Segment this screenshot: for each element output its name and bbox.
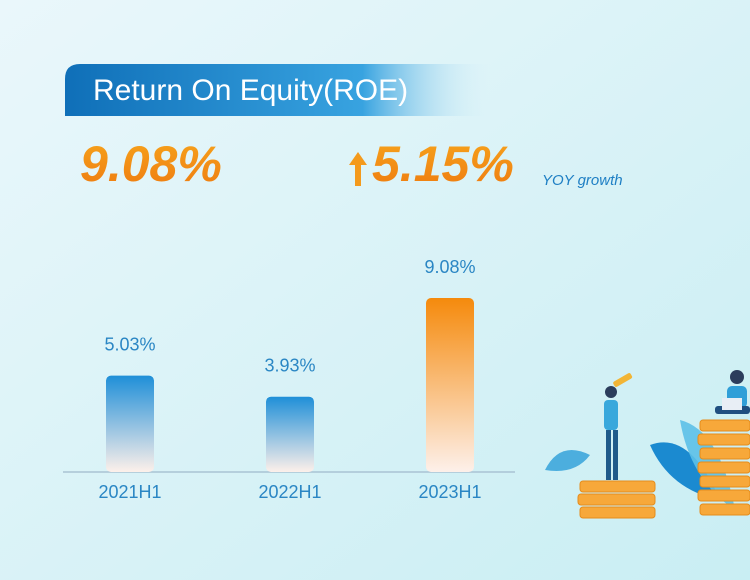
bar bbox=[426, 298, 474, 472]
bar bbox=[266, 396, 314, 472]
title-banner bbox=[65, 64, 490, 116]
up-arrow bbox=[349, 152, 367, 186]
value-label: 9.08% bbox=[424, 257, 475, 277]
growth-value: 5.15% bbox=[372, 136, 514, 192]
x-tick-label: 2021H1 bbox=[98, 482, 161, 502]
value-label: 3.93% bbox=[264, 355, 315, 375]
headline-value: 9.08% bbox=[80, 136, 222, 192]
x-tick-label: 2023H1 bbox=[418, 482, 481, 502]
chart-title: Return On Equity(ROE) bbox=[93, 74, 408, 107]
illustration bbox=[545, 370, 750, 519]
bar bbox=[106, 375, 154, 472]
value-label: 5.03% bbox=[104, 334, 155, 354]
x-tick-label: 2022H1 bbox=[258, 482, 321, 502]
growth-label: YOY growth bbox=[542, 172, 623, 189]
